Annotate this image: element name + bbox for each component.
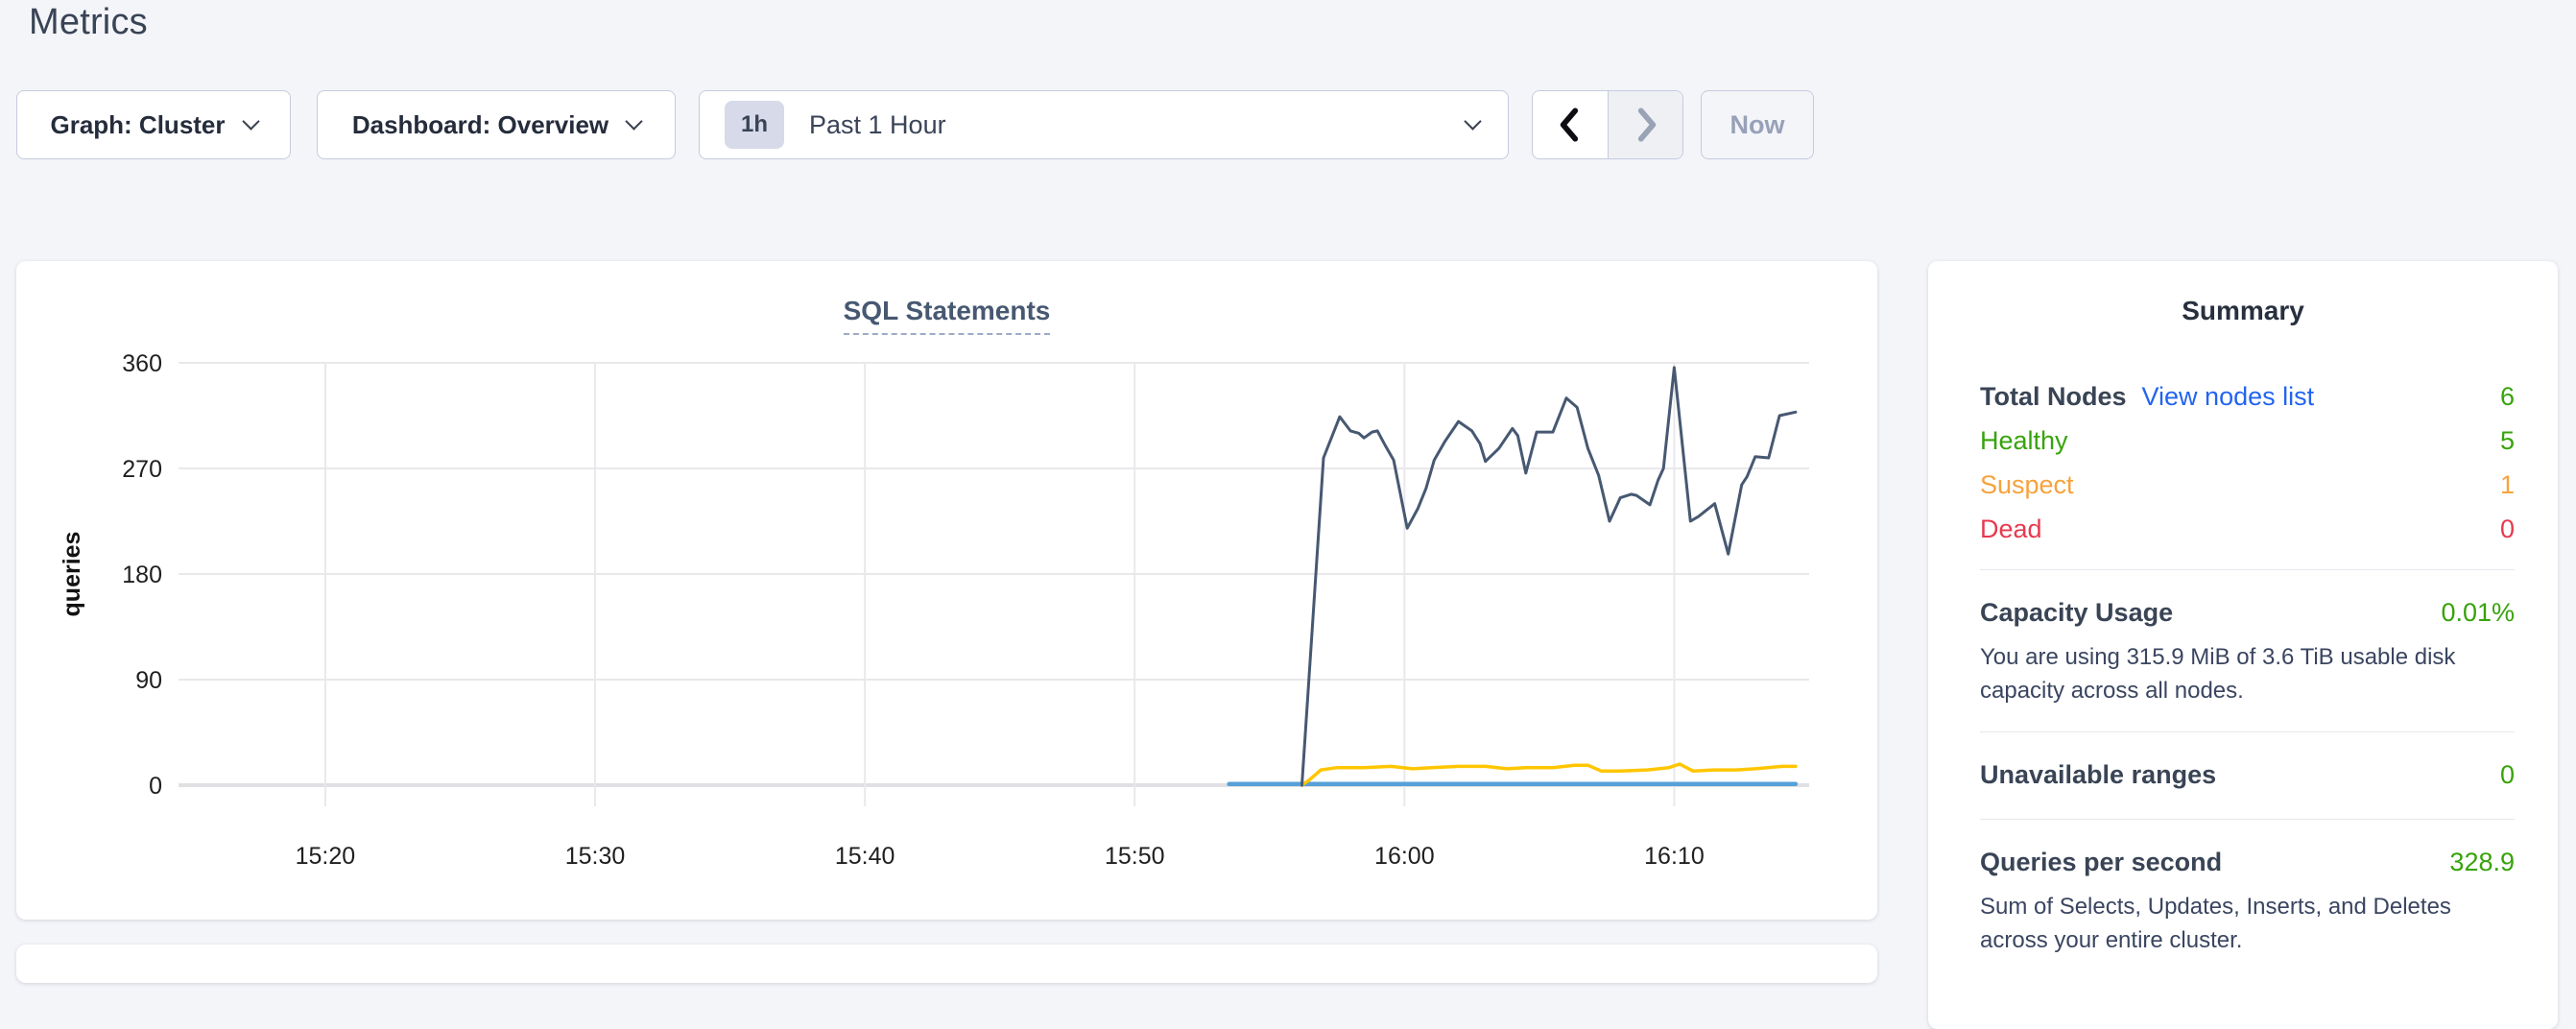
chart-canvas[interactable]: 0 90 180 270 360 15:20 15:30 15:40 15:50 16:00 16:… bbox=[16, 261, 1877, 920]
svg-text:16:10: 16:10 bbox=[1644, 843, 1705, 870]
total-nodes-label: Total Nodes bbox=[1980, 381, 2127, 411]
suspect-value: 1 bbox=[2499, 469, 2515, 499]
svg-text:15:20: 15:20 bbox=[296, 843, 356, 870]
metrics-page: Metrics Graph: Cluster Dashboard: Overvi… bbox=[16, 2, 2558, 1029]
series-navy-line bbox=[1300, 366, 1798, 787]
dead-label: Dead bbox=[1980, 514, 2042, 543]
y-axis-label: queries bbox=[59, 532, 85, 617]
summary-title: Summary bbox=[2182, 296, 2304, 325]
divider bbox=[1980, 569, 2515, 570]
svg-text:16:00: 16:00 bbox=[1374, 843, 1435, 870]
svg-text:270: 270 bbox=[122, 456, 162, 483]
total-nodes-value: 6 bbox=[2499, 381, 2515, 411]
queries-per-second-row: Queries per second 328.9 bbox=[1980, 840, 2515, 884]
capacity-usage-row: Capacity Usage 0.01% bbox=[1980, 590, 2515, 634]
chevron-left-icon bbox=[1560, 108, 1579, 142]
unavailable-ranges-value: 0 bbox=[2499, 759, 2515, 789]
svg-text:15:30: 15:30 bbox=[565, 843, 626, 870]
gridlines: 0 90 180 270 360 15:20 15:30 15:40 15:50 16:00 16:… bbox=[122, 350, 1809, 870]
healthy-label: Healthy bbox=[1980, 425, 2068, 455]
capacity-usage-label: Capacity Usage bbox=[1980, 597, 2174, 627]
time-range-picker[interactable]: 1h Past 1 Hour bbox=[699, 90, 1509, 159]
next-chart-card bbox=[16, 945, 1877, 983]
dead-value: 0 bbox=[2499, 514, 2515, 543]
dashboard-dropdown[interactable]: Dashboard: Overview bbox=[317, 90, 676, 159]
healthy-value: 5 bbox=[2499, 425, 2515, 455]
unavailable-ranges-row: Unavailable ranges 0 bbox=[1980, 753, 2515, 797]
svg-text:360: 360 bbox=[122, 350, 162, 377]
svg-text:15:40: 15:40 bbox=[835, 843, 895, 870]
svg-text:0: 0 bbox=[149, 773, 162, 800]
queries-per-second-label: Queries per second bbox=[1980, 847, 2223, 876]
unavailable-ranges-label: Unavailable ranges bbox=[1980, 759, 2217, 789]
total-nodes-row: Total Nodes View nodes list 6 bbox=[1980, 374, 2515, 419]
svg-text:15:50: 15:50 bbox=[1105, 843, 1165, 870]
series-yellow-line bbox=[1300, 762, 1798, 787]
chevron-right-icon bbox=[1637, 108, 1656, 142]
unavailable-ranges-section: Unavailable ranges 0 bbox=[1980, 751, 2515, 801]
divider bbox=[1980, 819, 2515, 820]
time-range-badge: 1h bbox=[725, 101, 785, 149]
sql-statements-chart-card: SQL Statements 0 90 180 270 360 15:20 15:30 15:… bbox=[16, 261, 1877, 920]
chevron-down-icon bbox=[241, 111, 260, 131]
view-nodes-list-link[interactable]: View nodes list bbox=[2141, 381, 2315, 411]
suspect-label: Suspect bbox=[1980, 469, 2074, 499]
page-title: Metrics bbox=[29, 2, 148, 42]
graph-dropdown-label: Graph: Cluster bbox=[50, 109, 226, 139]
chevron-down-icon bbox=[625, 111, 643, 131]
now-button[interactable]: Now bbox=[1701, 90, 1814, 159]
chart-title-row: SQL Statements bbox=[16, 296, 1877, 335]
time-range-label: Past 1 Hour bbox=[809, 109, 946, 139]
dead-nodes-row: Dead 0 bbox=[1980, 507, 2515, 551]
summary-card: Summary Total Nodes View nodes list 6 Hea… bbox=[1928, 261, 2558, 1029]
time-range-nav bbox=[1532, 90, 1683, 159]
chevron-down-icon bbox=[1464, 111, 1482, 131]
healthy-nodes-row: Healthy 5 bbox=[1980, 419, 2515, 463]
suspect-nodes-row: Suspect 1 bbox=[1980, 463, 2515, 507]
dashboard-dropdown-label: Dashboard: Overview bbox=[351, 109, 609, 139]
svg-text:180: 180 bbox=[122, 562, 162, 588]
queries-per-second-value: 328.9 bbox=[2449, 847, 2515, 876]
next-range-button[interactable] bbox=[1608, 91, 1682, 158]
divider bbox=[1980, 731, 2515, 732]
graph-dropdown[interactable]: Graph: Cluster bbox=[16, 90, 291, 159]
queries-per-second-section: Queries per second 328.9 Sum of Selects,… bbox=[1980, 838, 2515, 963]
svg-text:90: 90 bbox=[135, 667, 162, 694]
chart-title[interactable]: SQL Statements bbox=[843, 296, 1051, 335]
prev-range-button[interactable] bbox=[1533, 91, 1608, 158]
capacity-usage-value: 0.01% bbox=[2441, 597, 2515, 627]
capacity-usage-section: Capacity Usage 0.01% You are using 315.9… bbox=[1980, 588, 2515, 713]
queries-per-second-description: Sum of Selects, Updates, Inserts, and De… bbox=[1980, 894, 2451, 953]
capacity-usage-description: You are using 315.9 MiB of 3.6 TiB usabl… bbox=[1980, 644, 2456, 704]
